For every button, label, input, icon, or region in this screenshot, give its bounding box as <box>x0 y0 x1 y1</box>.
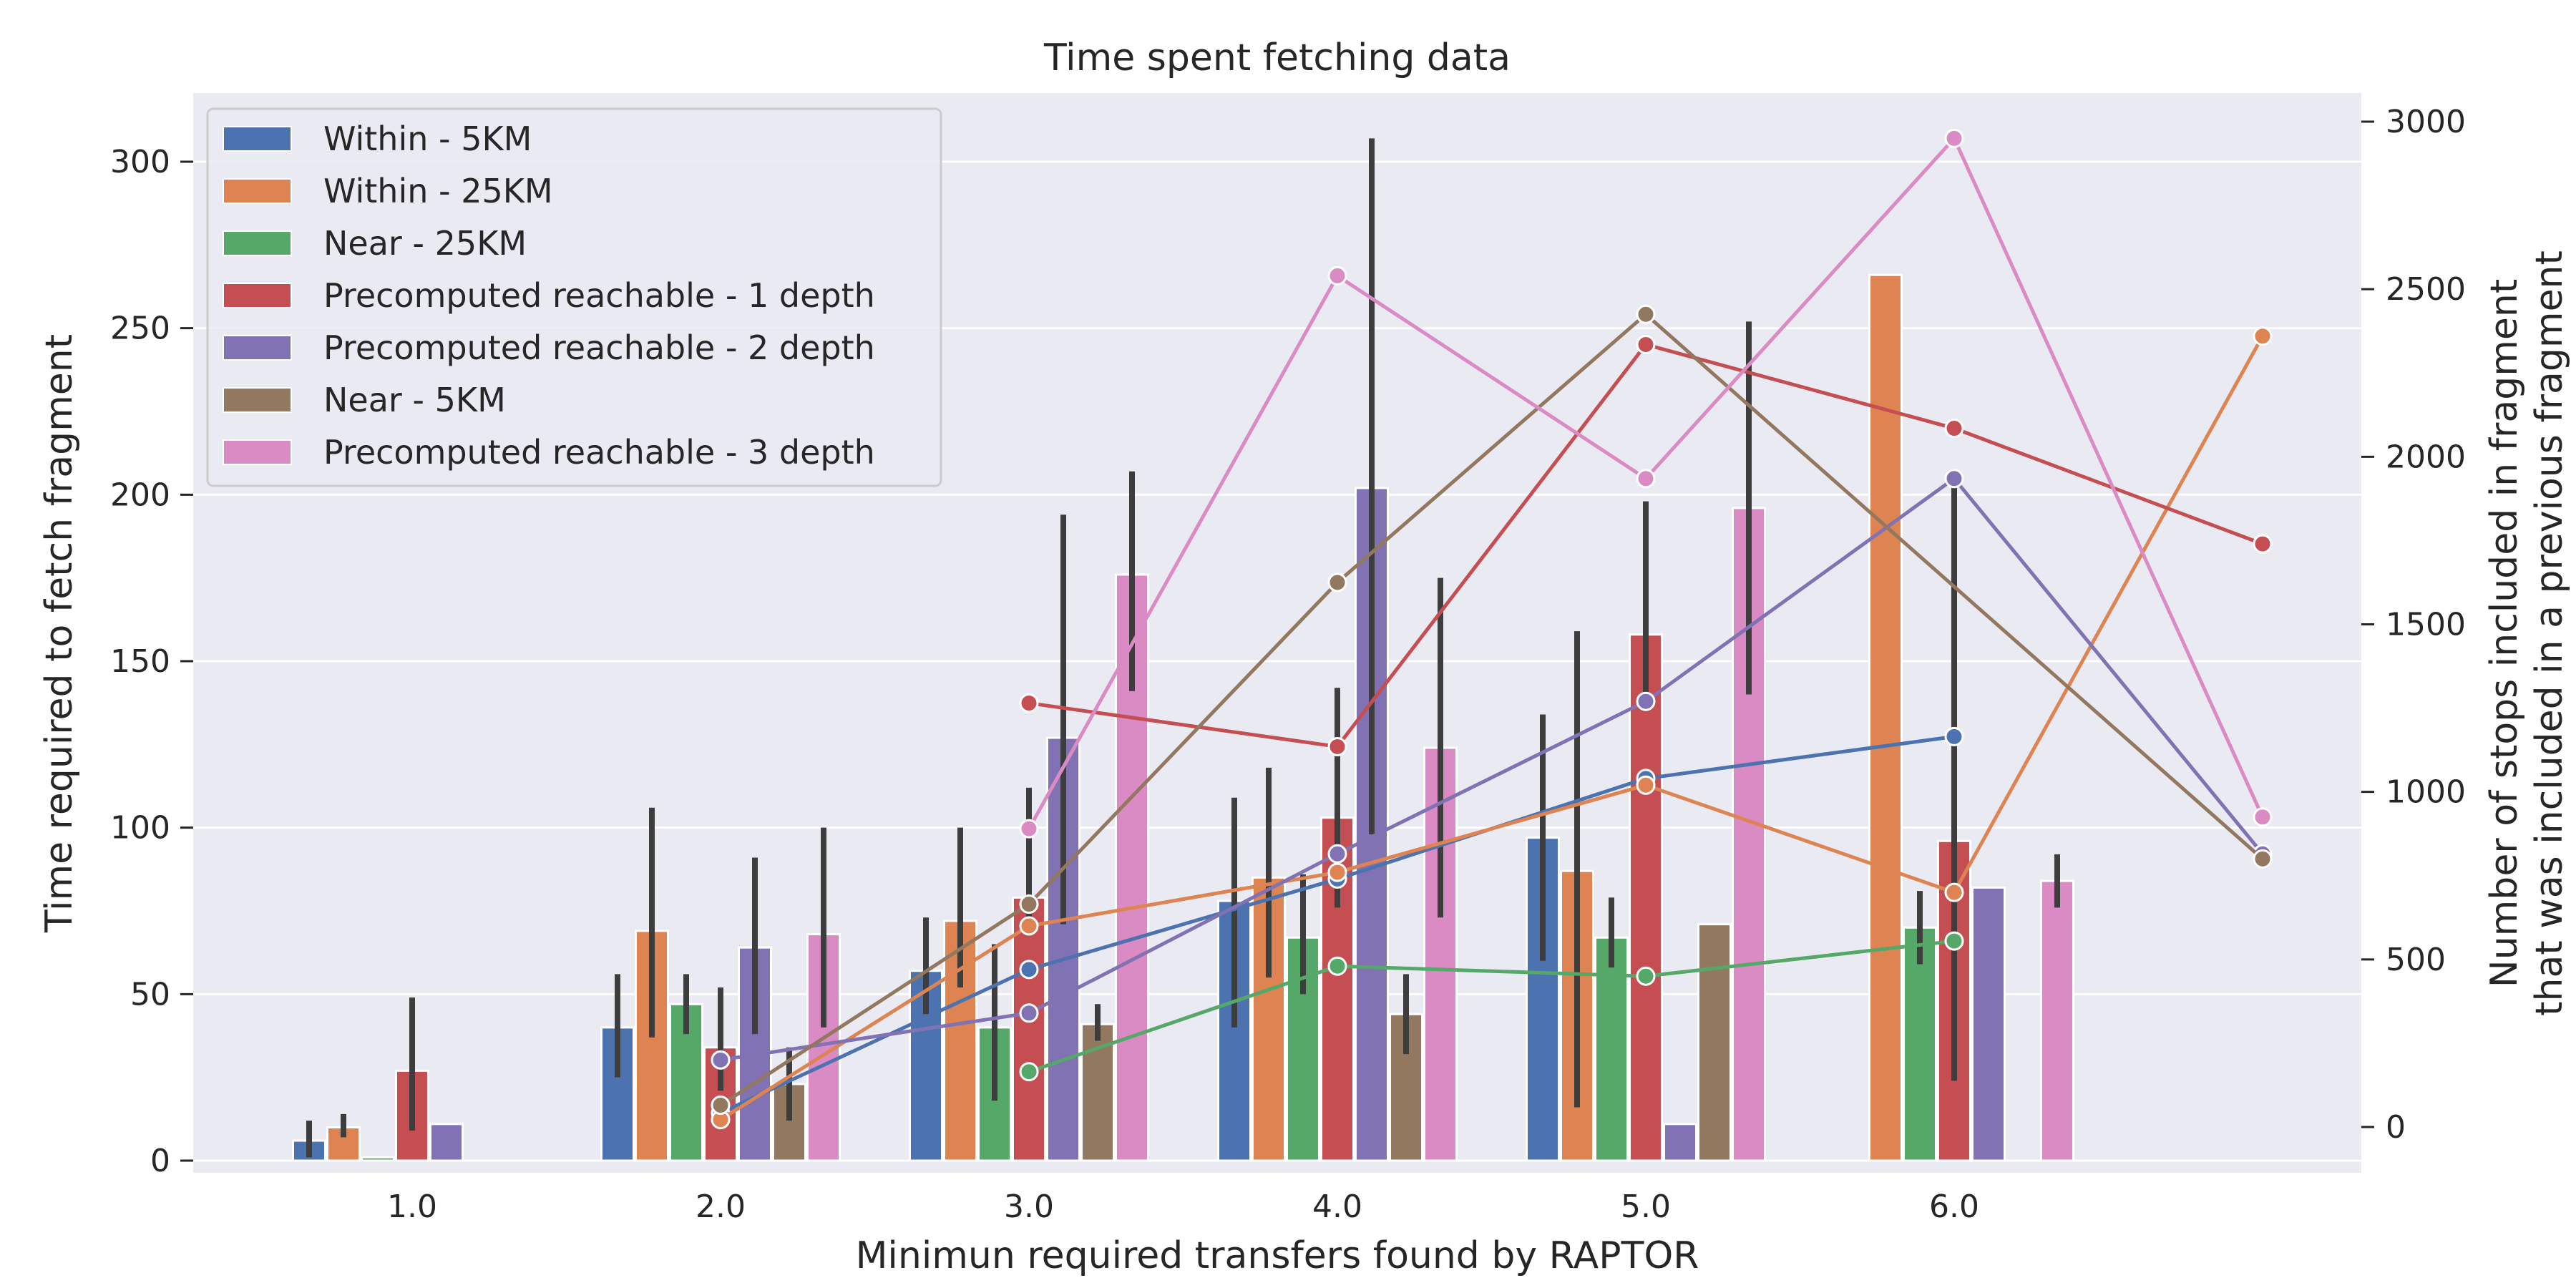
y-axis-label: Time required to fetch fragment <box>38 334 81 933</box>
bar <box>1697 923 1732 1162</box>
legend-label: Within - 25KM <box>323 172 553 210</box>
y-tick-label: 100 <box>110 810 170 847</box>
x-axis-label: Minimun required transfers found by RAPT… <box>856 1234 1699 1277</box>
line-marker <box>1019 960 1039 980</box>
y-tick-label: 200 <box>110 477 170 513</box>
line-marker <box>1019 1062 1039 1082</box>
legend-swatch <box>223 178 292 204</box>
bar <box>1903 926 1937 1162</box>
bar <box>1629 633 1663 1162</box>
y2-tick-label: 1000 <box>2386 774 2466 811</box>
y2-tick-label: 0 <box>2386 1109 2406 1146</box>
y2-tick-label: 500 <box>2386 942 2446 978</box>
y-tick-label: 50 <box>130 976 170 1013</box>
legend-label: Near - 25KM <box>323 224 527 263</box>
line-marker <box>1944 726 1964 746</box>
legend-swatch <box>223 230 292 256</box>
y-tick-label: 0 <box>150 1143 170 1179</box>
line-marker <box>2253 807 2273 827</box>
line-marker <box>1944 128 1964 148</box>
legend-swatch <box>223 387 292 413</box>
legend-label: Precomputed reachable - 3 depth <box>323 433 875 472</box>
bar <box>1663 1123 1697 1162</box>
error-bars <box>306 138 2060 1158</box>
legend-box <box>206 107 942 487</box>
x-tick-label: 4.0 <box>1312 1189 1362 1225</box>
line-marker <box>1019 1003 1039 1023</box>
y2-tick-label: 3000 <box>2386 104 2466 140</box>
line-marker <box>1636 966 1656 986</box>
legend-label: Within - 5KM <box>323 119 532 158</box>
line-marker <box>1327 862 1347 882</box>
line-marker <box>1944 419 1964 439</box>
line-marker <box>1327 736 1347 756</box>
bar <box>1012 896 1046 1162</box>
y-axis-ticks: 0 50 100 150 200 250 300 <box>110 144 193 1179</box>
legend-swatch <box>223 439 292 465</box>
y2-tick-label: 2000 <box>2386 439 2466 475</box>
line-marker <box>1019 693 1039 713</box>
line-marker <box>2253 534 2273 554</box>
line-marker <box>1636 469 1656 489</box>
line-marker <box>1944 931 1964 951</box>
series-line <box>720 477 2264 1062</box>
x-tick-label: 6.0 <box>1929 1189 1979 1225</box>
bar <box>429 1123 464 1162</box>
line-marker <box>1019 894 1039 914</box>
legend-label: Near - 5KM <box>323 381 506 419</box>
y-tick-label: 150 <box>110 643 170 680</box>
y2-tick-label: 1500 <box>2386 607 2466 643</box>
bar <box>1868 273 1903 1162</box>
line-marker <box>1636 775 1656 795</box>
line-marker <box>1636 304 1656 324</box>
line-marker <box>1944 882 1964 902</box>
legend: Within - 5KM Within - 25KM Near - 25KM Prec… <box>206 107 942 487</box>
line-marker <box>1327 844 1347 864</box>
x-tick-label: 5.0 <box>1621 1189 1671 1225</box>
bar <box>2040 879 2074 1162</box>
bar <box>1594 936 1629 1162</box>
y-tick-label: 250 <box>110 311 170 347</box>
line-marker <box>711 1096 731 1116</box>
line-marker <box>711 1050 731 1070</box>
y2-axis-label-line2: that was included in a previous fragment <box>2528 250 2571 1016</box>
legend-label: Precomputed reachable - 2 depth <box>323 328 875 367</box>
chart-title: Time spent fetching data <box>1043 36 1511 79</box>
y-tick-label: 300 <box>110 144 170 180</box>
x-tick-label: 1.0 <box>387 1189 437 1225</box>
series-line <box>1028 939 1955 1074</box>
legend-swatch <box>223 283 292 308</box>
line-marker <box>1944 469 1964 489</box>
line-marker <box>2253 849 2273 869</box>
lines <box>711 128 2273 1130</box>
line-marker <box>1327 956 1347 976</box>
line-marker <box>1327 265 1347 286</box>
bar <box>1389 1013 1423 1162</box>
x-tick-label: 3.0 <box>1004 1189 1054 1225</box>
line-marker <box>1019 819 1039 839</box>
line-marker <box>1327 572 1347 592</box>
line-marker <box>1019 916 1039 936</box>
bar <box>909 970 943 1162</box>
bar <box>361 1156 395 1162</box>
legend-swatch <box>223 335 292 361</box>
x-axis-ticks: 1.0 2.0 3.0 4.0 5.0 6.0 <box>387 1189 1979 1225</box>
y2-axis-label-line1: Number of stops included in fragment <box>2483 279 2526 987</box>
line-marker <box>2253 326 2273 346</box>
legend-label: Precomputed reachable - 1 depth <box>323 276 875 315</box>
y2-tick-label: 2500 <box>2386 271 2466 308</box>
series-line <box>719 335 2265 1121</box>
y2-axis-ticks: 0 500 1000 1500 2000 2500 3000 <box>2361 104 2466 1146</box>
line-marker <box>1636 334 1656 354</box>
bar <box>1971 886 2006 1162</box>
legend-swatch <box>223 126 292 152</box>
x-tick-label: 2.0 <box>696 1189 746 1225</box>
line-marker <box>1636 691 1656 711</box>
